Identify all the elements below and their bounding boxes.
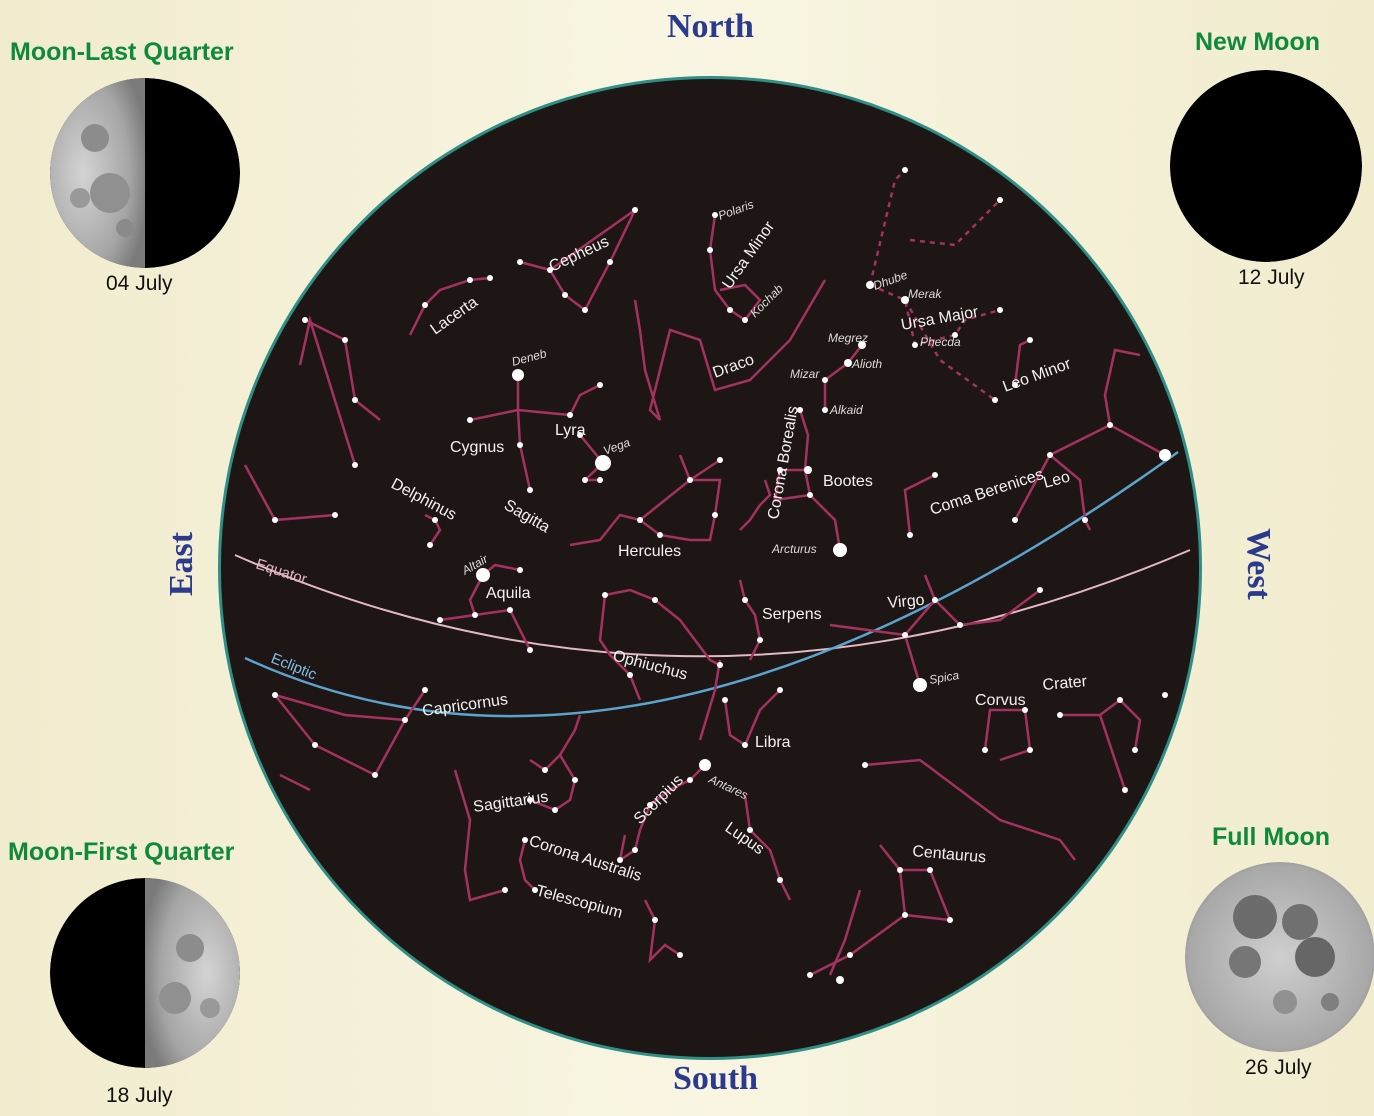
- stars: [272, 167, 1171, 984]
- label-libra: Libra: [755, 734, 791, 751]
- moon-last-quarter-icon: [50, 78, 240, 268]
- moon-first-quarter-title: Moon-First Quarter: [8, 838, 235, 866]
- label-cygnus: Cygnus: [450, 439, 504, 456]
- new-moon-title: New Moon: [1195, 28, 1320, 56]
- moon-last-quarter-title: Moon-Last Quarter: [10, 38, 234, 66]
- label-phecda: Phecda: [920, 335, 961, 349]
- label-mizar: Mizar: [790, 367, 820, 381]
- label-centaurus: Centaurus: [912, 843, 987, 866]
- label-arcturus: Arcturus: [771, 542, 817, 556]
- full-moon-icon: [1185, 862, 1374, 1052]
- label-hercules: Hercules: [618, 543, 681, 560]
- moon-first-quarter-icon: [50, 878, 240, 1068]
- sky-disc: [221, 79, 1199, 1057]
- label-aquila: Aquila: [486, 585, 531, 602]
- new-moon-date: 12 July: [1238, 266, 1305, 289]
- moon-last-quarter-date: 04 July: [106, 272, 173, 295]
- label-alioth: Alioth: [851, 357, 882, 371]
- south-label: South: [673, 1060, 759, 1097]
- full-moon-date: 26 July: [1245, 1056, 1312, 1079]
- label-bootes: Bootes: [823, 473, 873, 490]
- ecliptic-line: [244, 450, 1179, 718]
- full-moon-title: Full Moon: [1212, 823, 1331, 851]
- label-alkaid: Alkaid: [829, 403, 863, 417]
- moon-first-quarter-date: 18 July: [106, 1084, 173, 1107]
- label-leo: Leo: [1042, 469, 1072, 492]
- label-corvus: Corvus: [975, 692, 1026, 709]
- label-crater: Crater: [1042, 673, 1088, 694]
- label-megrez: Megrez: [828, 331, 868, 345]
- north-label: North: [667, 8, 754, 45]
- label-merak: Merak: [908, 287, 942, 301]
- label-spica: Spica: [928, 668, 960, 687]
- label-serpens: Serpens: [762, 606, 822, 623]
- label-lyra: Lyra: [555, 422, 586, 439]
- label-virgo: Virgo: [887, 592, 926, 612]
- new-moon-icon: [1170, 70, 1362, 262]
